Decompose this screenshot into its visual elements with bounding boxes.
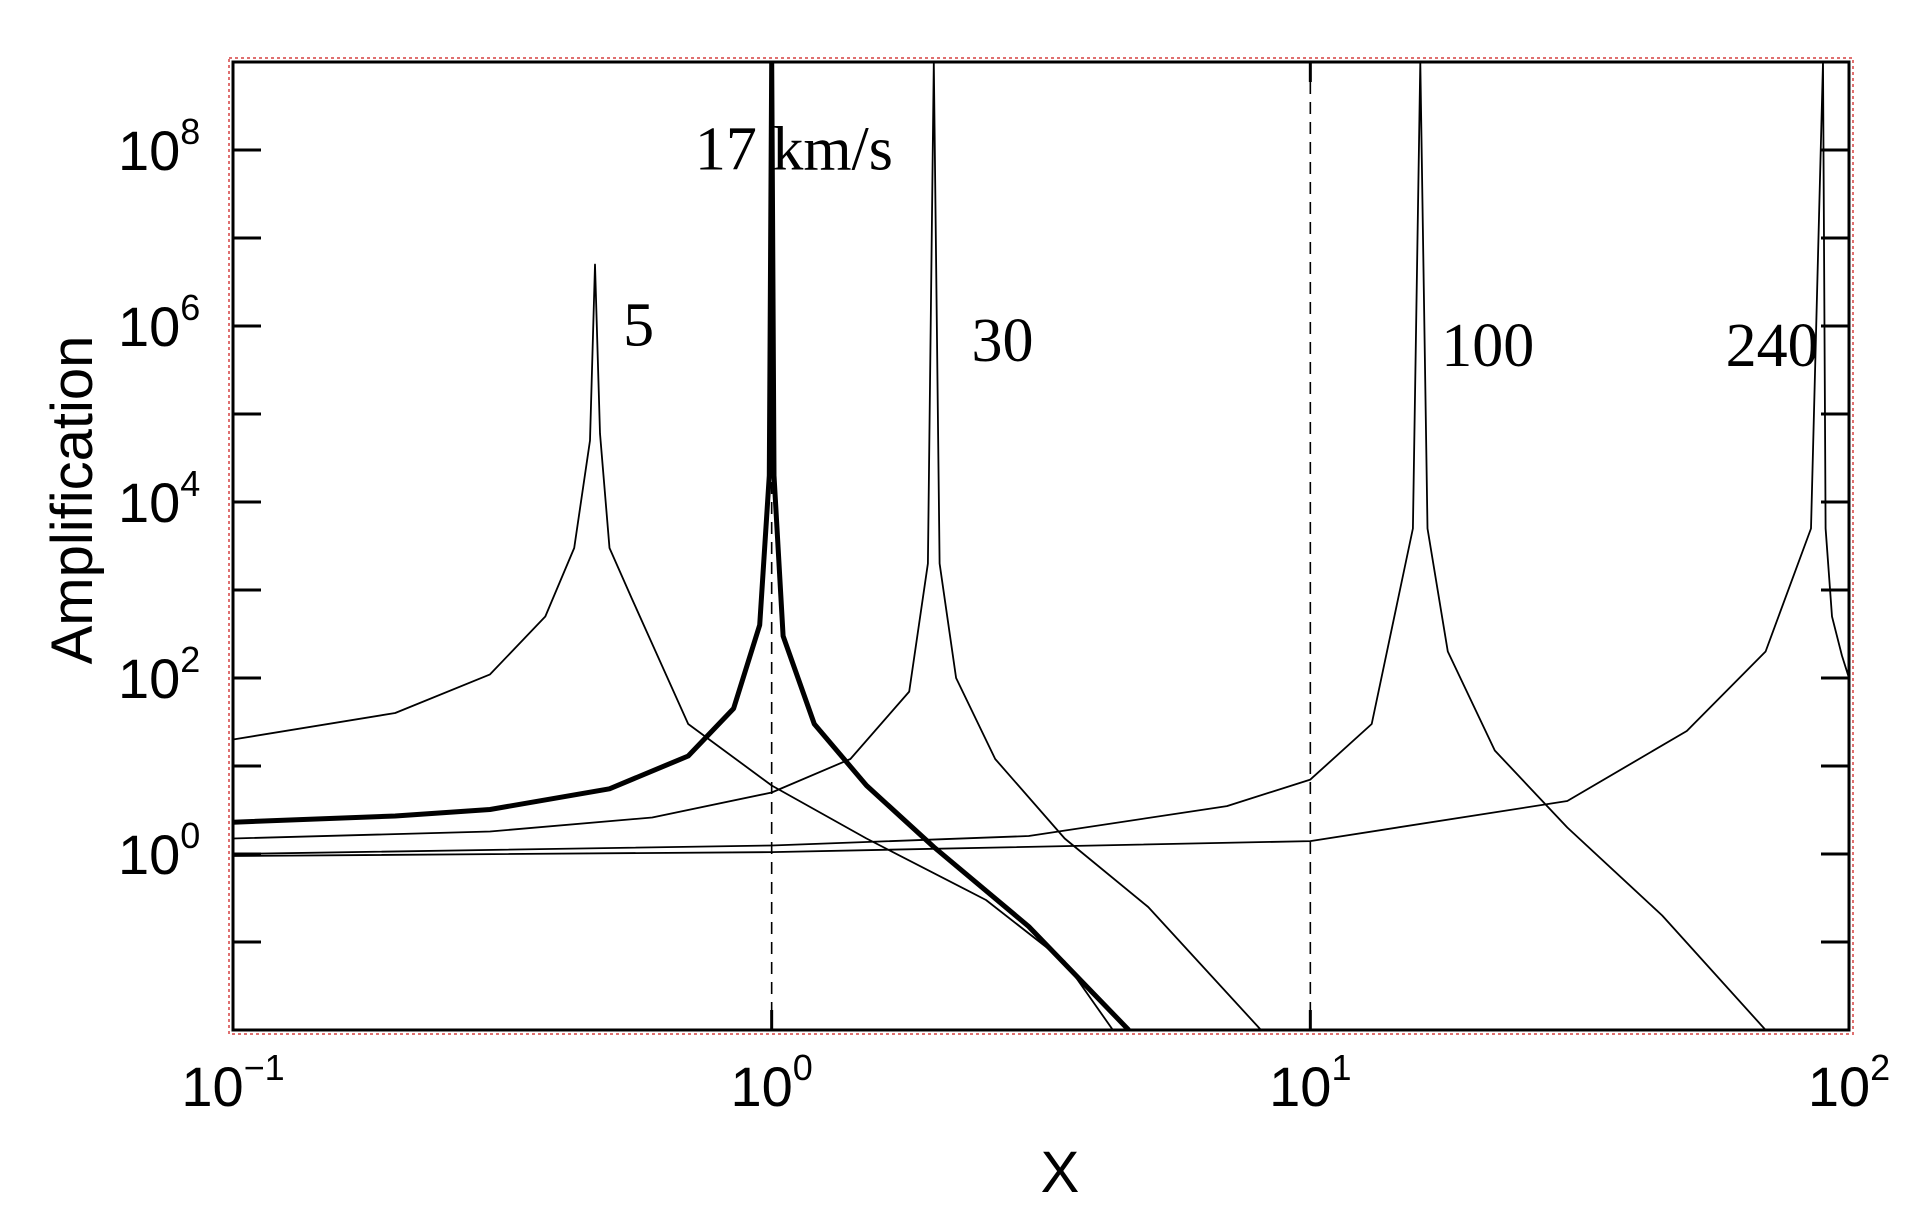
frame-highlight [228, 57, 1854, 1035]
x-tick-base: 10 [1808, 1055, 1870, 1118]
x-tick-exp: −1 [244, 1047, 285, 1088]
y-tick-base: 10 [118, 823, 180, 886]
x-axis-title: X [1041, 1140, 1080, 1205]
y-tick-label: 104 [118, 463, 200, 534]
y-tick-exp: 0 [180, 815, 200, 856]
y-tick-base: 10 [118, 647, 180, 710]
x-tick-label: 102 [1808, 1047, 1890, 1118]
series-layer [233, 62, 1849, 1030]
y-tick-exp: 8 [180, 111, 200, 152]
x-tick-exp: 0 [793, 1047, 813, 1088]
y-tick-exp: 2 [180, 639, 200, 680]
y-tick-base: 10 [118, 119, 180, 182]
plot-frame [231, 60, 1851, 1032]
x-tick-label: 101 [1269, 1047, 1351, 1118]
series-label-3: 100 [1441, 312, 1534, 380]
series-label-1: 17 km/s [695, 116, 893, 184]
x-tick-exp: 2 [1870, 1047, 1890, 1088]
y-tick-label: 100 [118, 815, 200, 886]
series-line-1 [233, 62, 1131, 1030]
y-tick-base: 10 [118, 295, 180, 358]
y-tick-label: 102 [118, 639, 200, 710]
y-tick-exp: 4 [180, 463, 200, 504]
series-label-0: 5 [623, 292, 654, 360]
x-tick-exp: 1 [1331, 1047, 1351, 1088]
series-labels: 5 17 km/s 30 100 240 [623, 116, 1819, 381]
series-line-0 [233, 263, 1114, 1030]
series-label-2: 30 [972, 307, 1034, 375]
x-tick-label: 10−1 [181, 1047, 284, 1118]
x-tick-label: 100 [731, 1047, 813, 1118]
series-line-2 [233, 62, 1262, 1030]
y-axis-title: Amplification [40, 336, 105, 665]
x-tick-base: 10 [181, 1055, 243, 1118]
x-tick-base: 10 [1269, 1055, 1331, 1118]
series-label-4: 240 [1726, 312, 1819, 380]
y-tick-label: 106 [118, 287, 200, 358]
series-line-3 [233, 62, 1767, 1030]
reference-lines [770, 62, 1312, 1030]
y-tick-exp: 6 [180, 287, 200, 328]
y-tick-base: 10 [118, 471, 180, 534]
x-tick-base: 10 [731, 1055, 793, 1118]
series-line-4 [233, 62, 1849, 857]
y-tick-label: 108 [118, 111, 200, 182]
